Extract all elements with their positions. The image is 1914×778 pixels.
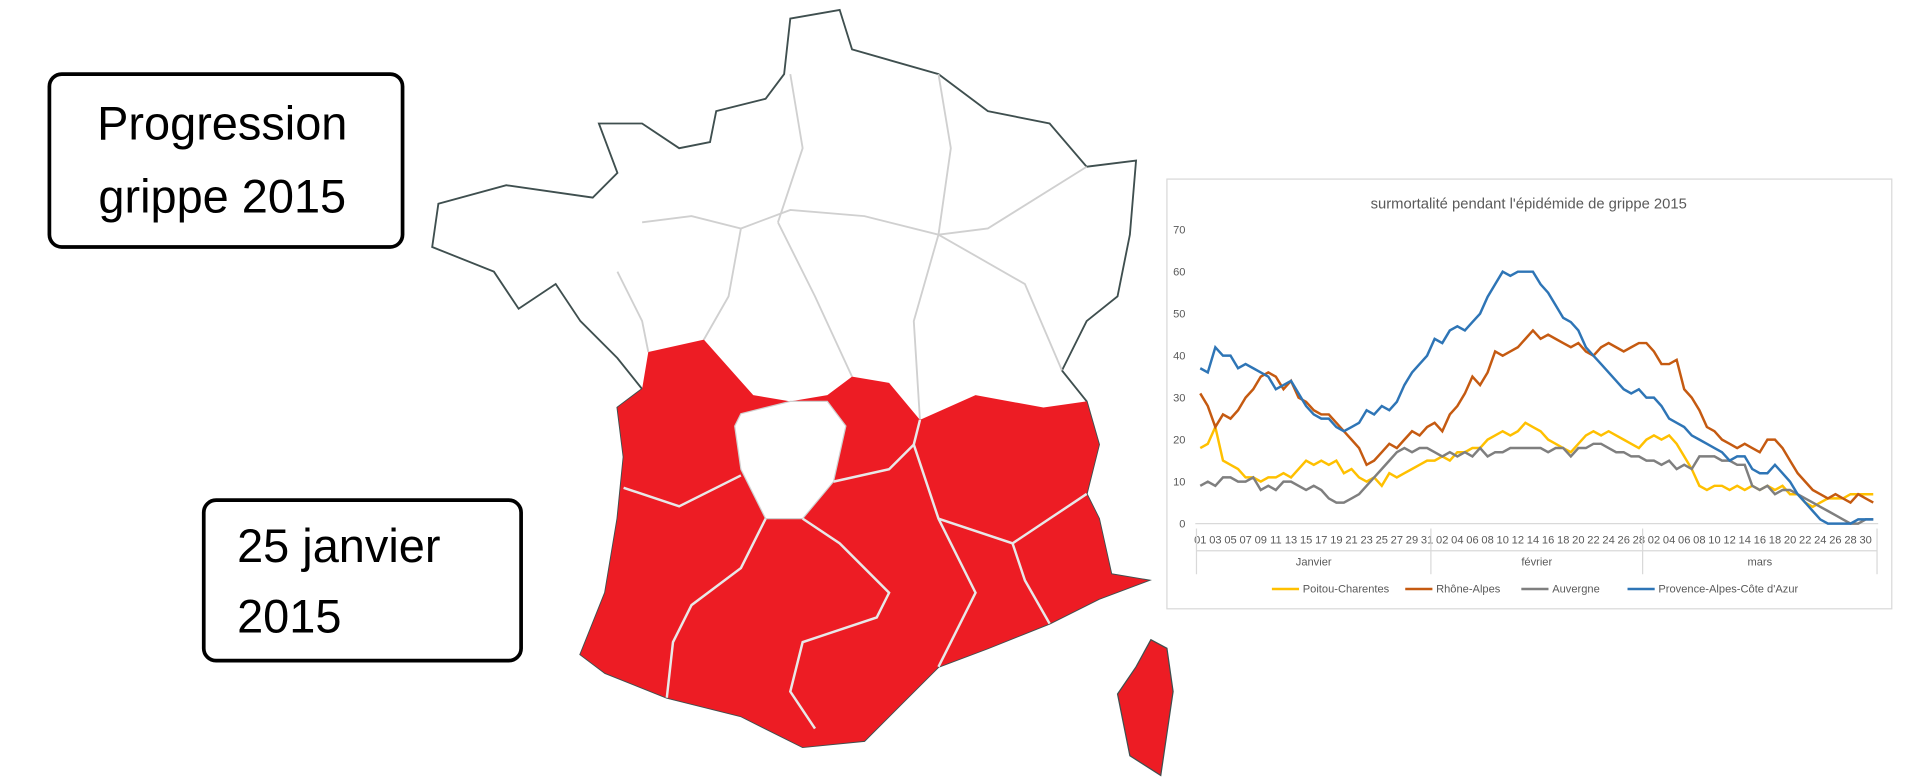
legend-label: Rhône-Alpes bbox=[1436, 584, 1501, 596]
x-tick-label: 27 bbox=[1391, 534, 1403, 546]
x-tick-label: 08 bbox=[1693, 534, 1705, 546]
y-tick-label: 10 bbox=[1173, 476, 1185, 488]
x-tick-label: 10 bbox=[1708, 534, 1720, 546]
group-label: mars bbox=[1747, 557, 1772, 569]
title-line: grippe 2015 bbox=[98, 170, 346, 222]
x-tick-label: 31 bbox=[1421, 534, 1433, 546]
date-box bbox=[201, 498, 523, 663]
title-line: Progression bbox=[97, 98, 347, 150]
x-tick-label: 07 bbox=[1239, 534, 1251, 546]
x-tick-label: 03 bbox=[1209, 534, 1221, 546]
x-tick-label: 05 bbox=[1224, 534, 1236, 546]
x-tick-label: 19 bbox=[1330, 534, 1342, 546]
x-tick-label: 14 bbox=[1527, 534, 1539, 546]
x-tick-label: 01 bbox=[1194, 534, 1206, 546]
x-tick-label: 06 bbox=[1678, 534, 1690, 546]
corsica bbox=[1116, 638, 1174, 777]
x-tick-label: 24 bbox=[1814, 534, 1826, 546]
x-tick-label: 02 bbox=[1436, 534, 1448, 546]
legend-label: Auvergne bbox=[1552, 584, 1600, 596]
x-tick-label: 09 bbox=[1255, 534, 1267, 546]
x-tick-label: 04 bbox=[1451, 534, 1463, 546]
series-line bbox=[1199, 270, 1874, 525]
south-regions bbox=[580, 339, 1149, 748]
x-tick-label: 22 bbox=[1799, 534, 1811, 546]
x-tick-label: 24 bbox=[1602, 534, 1614, 546]
x-tick-label: 28 bbox=[1844, 534, 1856, 546]
group-label: Janvier bbox=[1296, 557, 1332, 569]
x-tick-label: 20 bbox=[1572, 534, 1584, 546]
date-line: 2015 bbox=[237, 590, 341, 642]
x-tick-label: 25 bbox=[1376, 534, 1388, 546]
y-tick-label: 0 bbox=[1179, 518, 1185, 530]
x-tick-label: 23 bbox=[1360, 534, 1372, 546]
legend-label: Provence-Alpes-Côte d'Azur bbox=[1658, 584, 1798, 596]
y-tick-label: 60 bbox=[1173, 266, 1185, 278]
x-tick-label: 04 bbox=[1663, 534, 1675, 546]
x-tick-label: 17 bbox=[1315, 534, 1327, 546]
y-tick-label: 70 bbox=[1173, 224, 1185, 236]
x-tick-label: 12 bbox=[1723, 534, 1735, 546]
y-tick-label: 30 bbox=[1173, 392, 1185, 404]
x-tick-label: 02 bbox=[1648, 534, 1660, 546]
y-tick-label: 50 bbox=[1173, 308, 1185, 320]
x-tick-label: 21 bbox=[1345, 534, 1357, 546]
x-tick-label: 29 bbox=[1406, 534, 1418, 546]
x-tick-label: 18 bbox=[1557, 534, 1569, 546]
x-tick-label: 22 bbox=[1587, 534, 1599, 546]
x-tick-label: 16 bbox=[1754, 534, 1766, 546]
x-tick-label: 10 bbox=[1497, 534, 1509, 546]
x-tick-label: 08 bbox=[1481, 534, 1493, 546]
chart-title: surmortalité pendant l'épidémide de grip… bbox=[1371, 197, 1687, 213]
series-line bbox=[1199, 328, 1874, 505]
y-tick-label: 20 bbox=[1173, 434, 1185, 446]
france-map bbox=[431, 8, 1174, 777]
x-tick-label: 11 bbox=[1270, 534, 1282, 546]
y-tick-label: 40 bbox=[1173, 350, 1185, 362]
date-line: 25 janvier bbox=[237, 520, 440, 572]
x-tick-label: 13 bbox=[1285, 534, 1297, 546]
x-tick-label: 06 bbox=[1466, 534, 1478, 546]
legend-label: Poitou-Charentes bbox=[1303, 584, 1390, 596]
x-tick-label: 16 bbox=[1542, 534, 1554, 546]
x-tick-label: 26 bbox=[1829, 534, 1841, 546]
group-label: février bbox=[1521, 557, 1552, 569]
chart-panel bbox=[1166, 178, 1893, 610]
region-borders bbox=[616, 73, 1088, 420]
limousin bbox=[734, 400, 847, 520]
x-tick-label: 12 bbox=[1512, 534, 1524, 546]
x-tick-label: 28 bbox=[1633, 534, 1645, 546]
x-tick-label: 30 bbox=[1860, 534, 1872, 546]
title-box bbox=[47, 72, 405, 249]
x-tick-label: 20 bbox=[1784, 534, 1796, 546]
x-tick-label: 18 bbox=[1769, 534, 1781, 546]
x-tick-label: 15 bbox=[1300, 534, 1312, 546]
x-tick-label: 14 bbox=[1739, 534, 1751, 546]
south-borders bbox=[623, 419, 1088, 730]
series-line bbox=[1199, 442, 1874, 525]
x-tick-label: 26 bbox=[1618, 534, 1630, 546]
